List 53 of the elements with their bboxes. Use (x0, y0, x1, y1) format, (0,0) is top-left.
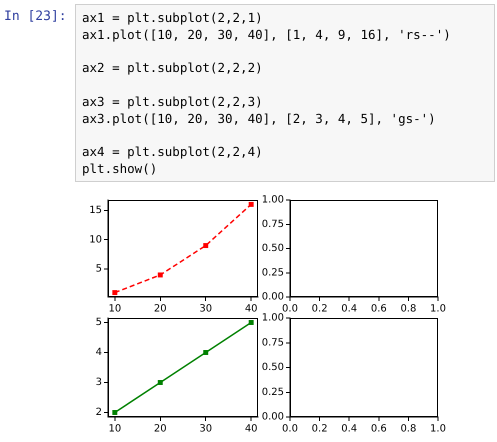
point (203, 243, 208, 248)
x-tick-label: 40 (244, 304, 258, 315)
x-tick-label: 0.4 (341, 424, 358, 435)
text: ax1 = plt.subplot(2,2,1) (82, 10, 264, 27)
point (158, 272, 163, 278)
text: plt.show() (82, 161, 158, 178)
y-tick-label: 1.00 (262, 194, 284, 206)
x-tick-label: 30 (199, 304, 212, 315)
y-tick-label: 2 (96, 407, 102, 418)
x-tick-label: 0.6 (370, 304, 387, 315)
text: ax2 = plt.subplot(2,2,2) (82, 60, 264, 78)
x-tick-label: 0.6 (370, 424, 387, 435)
y-tick-label: 0.50 (262, 362, 284, 374)
x-tick-label: 20 (154, 304, 167, 315)
x-tick-label: 10 (108, 304, 122, 315)
text: ax3 = plt.subplot(2,2,3) (82, 94, 264, 111)
text: ax1.plot([10, 20, 30, 40], [1, 4, 9, 16], 'rs--') (82, 26, 452, 44)
y-tick-label: 10 (89, 234, 102, 246)
x-tick-label: 40 (244, 424, 258, 435)
text: In [23]: (4, 9, 67, 24)
x-tick-label: 0.2 (312, 304, 328, 315)
x-tick-label: 0.8 (400, 424, 416, 435)
y-tick-label: 0.25 (262, 267, 284, 278)
y-tick-label: 0.00 (262, 412, 284, 423)
x-tick-label: 20 (154, 424, 167, 435)
y-tick-label: 0.50 (262, 243, 284, 254)
text: ax4 = plt.subplot(2,2,4) (82, 144, 264, 162)
point (112, 410, 118, 415)
point (248, 202, 254, 207)
x-tick-label: 0.8 (400, 304, 416, 315)
y-tick-label: 0.00 (262, 292, 284, 303)
x-tick-label: 30 (199, 424, 212, 435)
point (158, 380, 163, 385)
x-tick-label: 0.0 (282, 304, 298, 315)
x-tick-label: 0.0 (282, 424, 298, 435)
y-tick-label: 3 (96, 377, 102, 388)
y-tick-label: 1.00 (262, 312, 284, 324)
x-tick-label: 0.2 (312, 424, 328, 435)
x-tick-label: 1.0 (430, 304, 446, 315)
text: ax3.plot([10, 20, 30, 40], [2, 3, 4, 5], 'gs-') (82, 110, 437, 128)
y-tick-label: 5 (96, 264, 102, 275)
y-tick-label: 0.75 (262, 337, 284, 348)
point (203, 350, 208, 355)
y-tick-label: 0.75 (262, 218, 284, 230)
point (248, 320, 254, 325)
y-tick-label: 0.25 (262, 386, 284, 398)
y-tick-label: 15 (89, 204, 102, 216)
y-tick-label: 5 (96, 317, 102, 328)
point (112, 290, 118, 296)
x-tick-label: 10 (108, 424, 122, 435)
x-tick-label: 1.0 (430, 424, 446, 435)
y-tick-label: 4 (96, 347, 102, 358)
x-tick-label: 0.4 (341, 304, 358, 315)
